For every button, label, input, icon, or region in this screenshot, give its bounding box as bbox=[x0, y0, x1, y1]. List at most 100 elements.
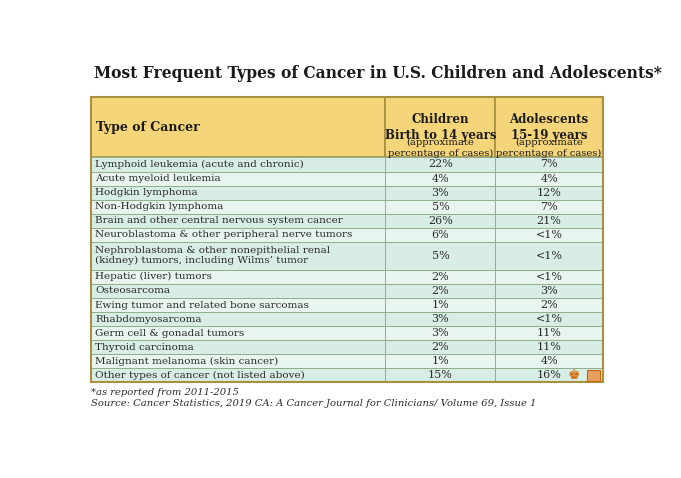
Bar bbox=[495, 270, 603, 284]
Text: 1%: 1% bbox=[432, 300, 449, 310]
Text: ♚: ♚ bbox=[568, 368, 580, 382]
Bar bbox=[495, 157, 603, 172]
Bar bbox=[91, 157, 385, 172]
Text: 4%: 4% bbox=[540, 174, 558, 184]
Bar bbox=[91, 185, 385, 200]
Bar bbox=[91, 214, 385, 228]
Bar bbox=[91, 368, 385, 382]
Text: Acute myeloid leukemia: Acute myeloid leukemia bbox=[95, 174, 221, 183]
Text: Rhabdomyosarcoma: Rhabdomyosarcoma bbox=[95, 315, 202, 324]
Bar bbox=[91, 354, 385, 368]
Text: 5%: 5% bbox=[432, 251, 449, 261]
Bar bbox=[91, 98, 385, 157]
Bar bbox=[495, 312, 603, 326]
Text: 12%: 12% bbox=[537, 187, 562, 197]
Text: Malignant melanoma (skin cancer): Malignant melanoma (skin cancer) bbox=[95, 357, 279, 366]
Text: *as reported from 2011-2015: *as reported from 2011-2015 bbox=[91, 389, 239, 398]
Text: 2%: 2% bbox=[540, 300, 558, 310]
Bar bbox=[91, 298, 385, 312]
Text: Adolescents
15-19 years: Adolescents 15-19 years bbox=[509, 113, 588, 142]
Text: Germ cell & gonadal tumors: Germ cell & gonadal tumors bbox=[95, 328, 244, 337]
Text: Osteosarcoma: Osteosarcoma bbox=[95, 286, 170, 295]
Bar bbox=[91, 242, 385, 270]
Text: Ewing tumor and related bone sarcomas: Ewing tumor and related bone sarcomas bbox=[95, 301, 309, 310]
Text: 2%: 2% bbox=[432, 342, 449, 352]
Text: 2%: 2% bbox=[432, 272, 449, 282]
Bar bbox=[495, 326, 603, 340]
Bar bbox=[91, 172, 385, 185]
Text: Brain and other central nervous system cancer: Brain and other central nervous system c… bbox=[95, 216, 343, 225]
Bar bbox=[495, 284, 603, 298]
Text: 1%: 1% bbox=[432, 356, 449, 366]
Text: Source: Cancer Statistics, 2019 CA: A Cancer Journal for Clinicians/ Volume 69, : Source: Cancer Statistics, 2019 CA: A Ca… bbox=[91, 399, 537, 408]
Bar bbox=[495, 340, 603, 354]
Bar bbox=[385, 368, 495, 382]
Bar bbox=[385, 185, 495, 200]
Bar bbox=[495, 228, 603, 242]
Bar bbox=[495, 368, 603, 382]
Text: Thyroid carcinoma: Thyroid carcinoma bbox=[95, 343, 194, 352]
Bar bbox=[495, 185, 603, 200]
Bar bbox=[385, 228, 495, 242]
Text: <1%: <1% bbox=[536, 230, 563, 240]
Text: (approximate
percentage of cases): (approximate percentage of cases) bbox=[496, 138, 602, 158]
Text: Non-Hodgkin lymphoma: Non-Hodgkin lymphoma bbox=[95, 202, 223, 211]
Text: 4%: 4% bbox=[540, 356, 558, 366]
Bar bbox=[495, 214, 603, 228]
Bar bbox=[91, 312, 385, 326]
Text: Children
Birth to 14 years: Children Birth to 14 years bbox=[385, 113, 496, 142]
Bar bbox=[91, 326, 385, 340]
Bar bbox=[495, 98, 603, 157]
Text: 16%: 16% bbox=[537, 370, 562, 380]
Text: Neuroblastoma & other peripheral nerve tumors: Neuroblastoma & other peripheral nerve t… bbox=[95, 230, 353, 239]
Bar bbox=[587, 370, 600, 381]
Text: Most Frequent Types of Cancer in U.S. Children and Adolescents*: Most Frequent Types of Cancer in U.S. Ch… bbox=[95, 65, 663, 82]
Text: <1%: <1% bbox=[536, 314, 563, 324]
Text: (kidney) tumors, including Wilms’ tumor: (kidney) tumors, including Wilms’ tumor bbox=[95, 256, 308, 265]
Text: 3%: 3% bbox=[432, 328, 449, 338]
Text: Type of Cancer: Type of Cancer bbox=[96, 121, 200, 134]
Bar bbox=[385, 157, 495, 172]
Bar bbox=[385, 214, 495, 228]
Bar bbox=[385, 200, 495, 214]
Text: Other types of cancer (not listed above): Other types of cancer (not listed above) bbox=[95, 371, 305, 380]
Text: <1%: <1% bbox=[536, 251, 563, 261]
Text: 3%: 3% bbox=[432, 187, 449, 197]
Text: 22%: 22% bbox=[428, 160, 453, 170]
Bar bbox=[385, 354, 495, 368]
Text: Lymphoid leukemia (acute and chronic): Lymphoid leukemia (acute and chronic) bbox=[95, 160, 304, 169]
Text: 7%: 7% bbox=[540, 202, 558, 212]
Text: 6%: 6% bbox=[432, 230, 449, 240]
Text: 15%: 15% bbox=[428, 370, 453, 380]
Text: 3%: 3% bbox=[432, 314, 449, 324]
Bar bbox=[385, 326, 495, 340]
Bar bbox=[385, 312, 495, 326]
Bar bbox=[385, 340, 495, 354]
Text: (approximate
percentage of cases): (approximate percentage of cases) bbox=[387, 138, 493, 158]
Bar bbox=[385, 270, 495, 284]
Text: Hepatic (liver) tumors: Hepatic (liver) tumors bbox=[95, 272, 212, 282]
Text: 3%: 3% bbox=[540, 286, 558, 296]
Text: <1%: <1% bbox=[536, 272, 563, 282]
Text: 2%: 2% bbox=[432, 286, 449, 296]
Text: 26%: 26% bbox=[428, 216, 453, 226]
Text: 5%: 5% bbox=[432, 202, 449, 212]
Bar bbox=[91, 270, 385, 284]
Text: 11%: 11% bbox=[537, 342, 562, 352]
Bar bbox=[91, 228, 385, 242]
Bar bbox=[385, 242, 495, 270]
Bar bbox=[91, 200, 385, 214]
Bar bbox=[91, 284, 385, 298]
Text: 11%: 11% bbox=[537, 328, 562, 338]
Bar bbox=[385, 172, 495, 185]
Text: 7%: 7% bbox=[540, 160, 558, 170]
Bar bbox=[385, 98, 495, 157]
Text: 4%: 4% bbox=[432, 174, 449, 184]
Text: Nephroblastoma & other nonepithelial renal: Nephroblastoma & other nonepithelial ren… bbox=[95, 246, 330, 255]
Text: 21%: 21% bbox=[537, 216, 562, 226]
Bar bbox=[495, 200, 603, 214]
Bar bbox=[495, 172, 603, 185]
Bar bbox=[495, 298, 603, 312]
Text: Hodgkin lymphoma: Hodgkin lymphoma bbox=[95, 188, 197, 197]
Bar bbox=[495, 242, 603, 270]
